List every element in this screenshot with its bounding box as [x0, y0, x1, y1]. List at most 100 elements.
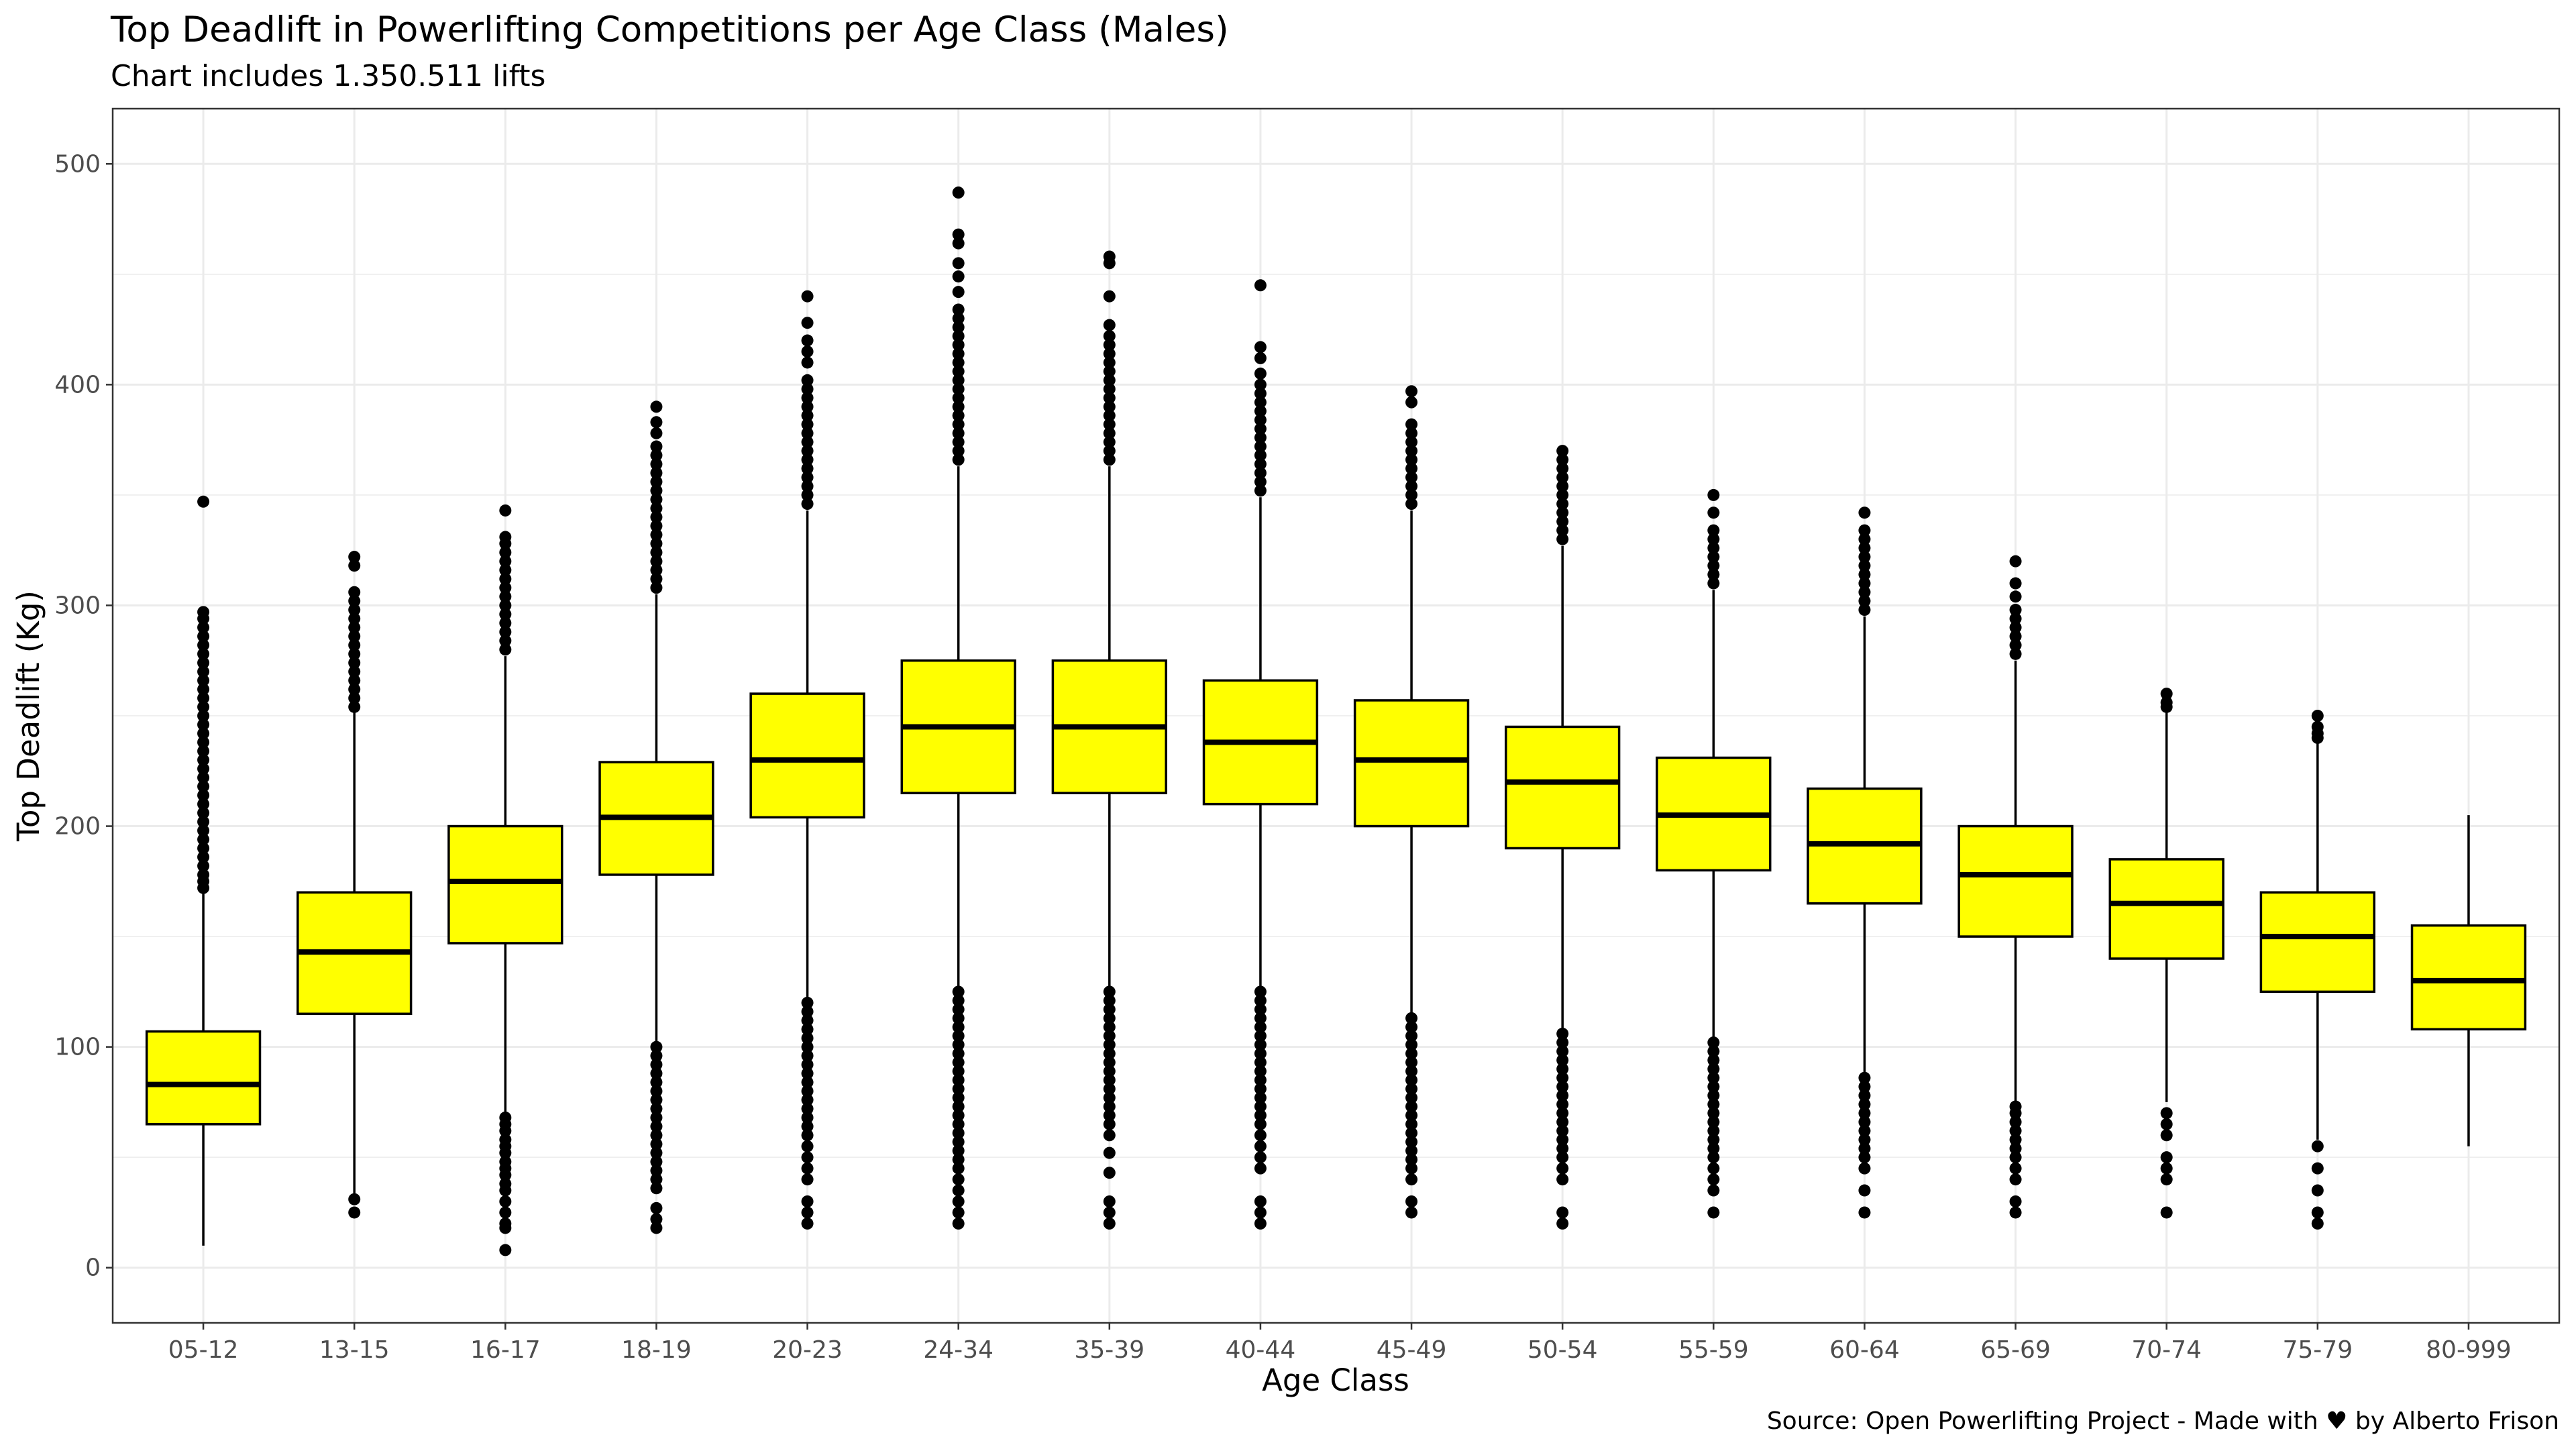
outlier-point [650, 1102, 663, 1115]
outlier-point [348, 559, 361, 572]
x-axis-title: Age Class [1262, 1362, 1409, 1398]
y-tick-label: 0 [85, 1254, 101, 1282]
outlier-point [1707, 1107, 1720, 1120]
outlier-point [1556, 480, 1569, 492]
box-13-15 [297, 551, 413, 1219]
outlier-point [650, 1155, 663, 1168]
outlier-point [1254, 1074, 1267, 1086]
outlier-point [197, 657, 210, 669]
box-iqr [447, 824, 564, 945]
outlier-point [650, 1222, 663, 1234]
outlier-point [197, 710, 210, 722]
outlier-point [1707, 1184, 1720, 1197]
outlier-point [2160, 1107, 2173, 1120]
outlier-point [1405, 1021, 1418, 1034]
outlier-point [1707, 577, 1720, 590]
outlier-point [1405, 1091, 1418, 1104]
outlier-point [801, 1120, 814, 1133]
outlier-point [1707, 559, 1720, 572]
outlier-point [1556, 1027, 1569, 1040]
outlier-point [952, 186, 965, 199]
outlier-point [2311, 1217, 2324, 1230]
box-24-34 [900, 186, 1016, 1230]
outlier-point [952, 1012, 965, 1024]
outlier-point [2160, 1118, 2173, 1130]
outlier-point [952, 1184, 965, 1197]
outlier-point [1556, 488, 1569, 501]
outlier-point [1405, 1162, 1418, 1175]
box-05-12 [145, 495, 262, 1246]
outlier-point [499, 599, 512, 612]
outlier-point [952, 418, 965, 431]
outlier-point [650, 427, 663, 439]
outlier-point [1405, 1100, 1418, 1113]
outlier-point [1254, 378, 1267, 391]
outlier-point [650, 529, 663, 541]
outlier-point [952, 1030, 965, 1042]
outlier-point [801, 1129, 814, 1142]
x-tick-label: 55-59 [1678, 1336, 1749, 1364]
outlier-point [1707, 1142, 1720, 1155]
outlier-point [1103, 329, 1116, 342]
outlier-point [1254, 405, 1267, 417]
outlier-point [1858, 1089, 1871, 1102]
outlier-point [801, 334, 814, 347]
outlier-point [952, 1065, 965, 1077]
outlier-point [801, 400, 814, 413]
outlier-point [1405, 1074, 1418, 1086]
outlier-point [650, 440, 663, 453]
outlier-point [197, 647, 210, 660]
outlier-point [1254, 1100, 1267, 1113]
x-tick-label: 16-17 [470, 1336, 541, 1364]
outlier-point [197, 789, 210, 802]
outlier-point [952, 1195, 965, 1208]
outlier-point [1707, 1089, 1720, 1102]
box-65-69 [1957, 555, 2074, 1219]
outlier-point [2009, 1195, 2022, 1208]
outlier-point [1405, 385, 1418, 398]
box-series [145, 186, 2527, 1256]
outlier-point [499, 546, 512, 559]
outlier-point [1103, 1030, 1116, 1042]
outlier-point [348, 621, 361, 634]
outlier-point [1405, 1038, 1418, 1051]
outlier-point [1707, 1098, 1720, 1111]
outlier-point [1556, 1142, 1569, 1155]
outlier-point [650, 1164, 663, 1177]
outlier-point [1405, 1030, 1418, 1042]
outlier-point [1254, 1217, 1267, 1230]
outlier-point [650, 511, 663, 523]
outlier-point [801, 1151, 814, 1164]
x-tick-label: 35-39 [1075, 1336, 1145, 1364]
outlier-point [801, 1195, 814, 1208]
y-tick-label: 300 [54, 592, 101, 619]
outlier-point [952, 427, 965, 439]
outlier-point [348, 586, 361, 598]
outlier-point [2009, 1151, 2022, 1164]
outlier-point [952, 321, 965, 333]
outlier-point [801, 1173, 814, 1186]
outlier-point [1254, 367, 1267, 380]
outlier-point [2311, 1162, 2324, 1175]
outlier-point [1103, 1021, 1116, 1034]
outlier-point [1707, 506, 1720, 519]
outlier-point [650, 449, 663, 462]
outlier-point [1103, 1167, 1116, 1179]
outlier-point [650, 1182, 663, 1195]
box-40-44 [1202, 279, 1319, 1230]
outlier-point [650, 502, 663, 515]
outlier-point [197, 851, 210, 863]
outlier-point [2009, 555, 2022, 568]
outlier-point [499, 1169, 512, 1181]
box-iqr [2410, 924, 2527, 1031]
outlier-point [952, 329, 965, 342]
outlier-point [801, 1023, 814, 1036]
outlier-point [1556, 506, 1569, 519]
outlier-point [1405, 1144, 1418, 1157]
outlier-point [1556, 1107, 1569, 1120]
outlier-point [1254, 467, 1267, 479]
outlier-point [952, 1003, 965, 1016]
outlier-point [499, 590, 512, 603]
outlier-point [197, 833, 210, 846]
